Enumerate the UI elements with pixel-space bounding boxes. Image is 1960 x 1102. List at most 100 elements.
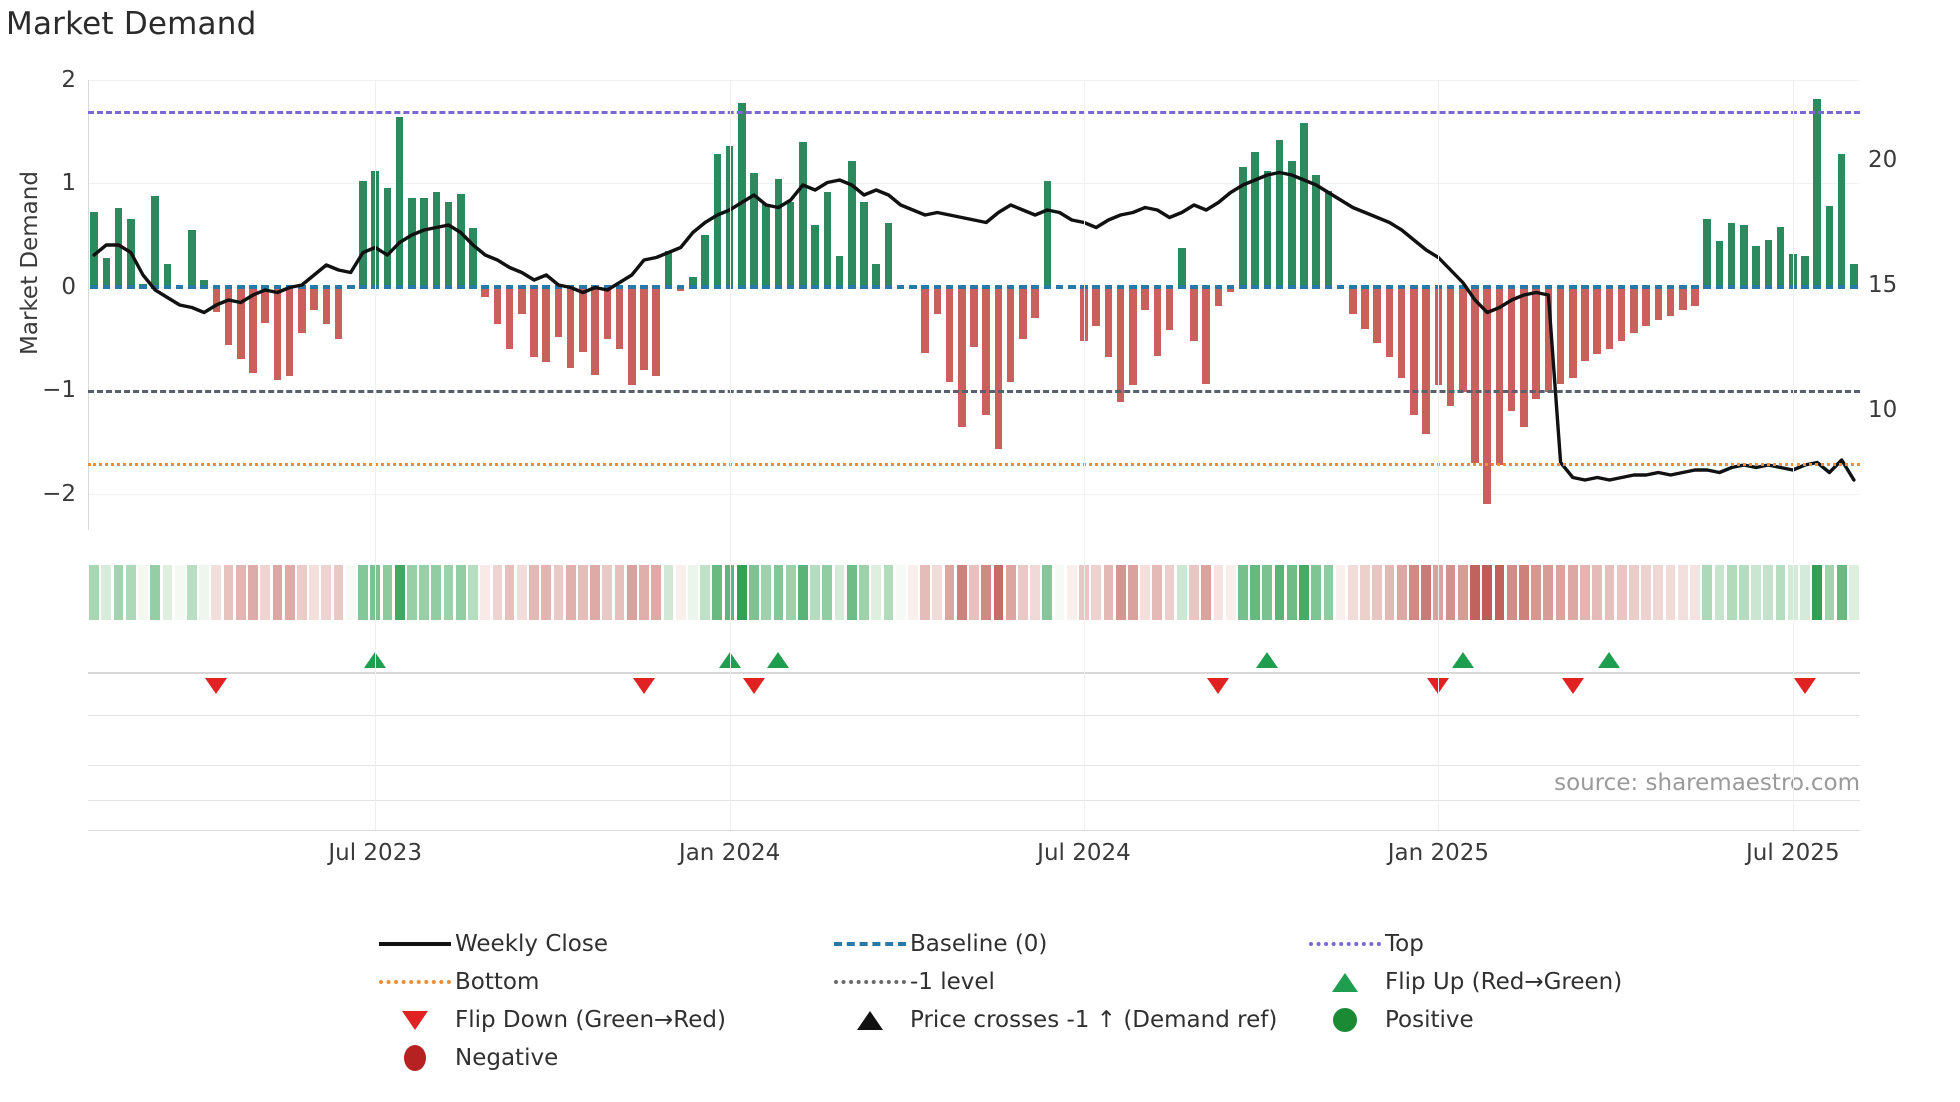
baseline-segment [1239,284,1247,289]
heatmap-cell [394,565,405,620]
demand-bar [1654,286,1663,320]
triangle-up-icon [857,1010,883,1030]
demand-bar [1031,286,1039,318]
heatmap-cell [309,565,319,620]
baseline-segment [921,284,929,289]
legend-item[interactable]: Negative [375,1043,830,1073]
baseline-segment [151,284,159,289]
legend-item[interactable]: Positive [1305,1005,1645,1035]
demand-bar [1593,286,1602,355]
demand-bar [1080,286,1088,341]
x-gridline [375,80,377,830]
heatmap-cell [1580,565,1590,620]
x-gridline [1792,80,1794,830]
top-reference-line [88,111,1860,115]
legend-item[interactable]: Baseline (0) [830,929,1305,959]
baseline-segment [1837,284,1846,289]
demand-bar [1825,206,1834,287]
demand-bar [1507,286,1516,412]
demand-bar [1666,286,1675,316]
legend-item[interactable]: Bottom [375,967,830,997]
heatmap-cell [834,565,845,620]
baseline-segment [957,284,966,289]
flip-up-marker [767,652,790,668]
demand-bar [1581,286,1589,362]
lower-gridline-1 [88,715,1860,716]
demand-bar [1642,286,1650,327]
flip-up-marker [1256,652,1279,668]
demand-bar [114,208,123,287]
legend-item[interactable]: Flip Down (Green→Red) [375,1005,830,1035]
demand-bar [1813,98,1821,287]
baseline-segment [1043,284,1052,289]
demand-bar [701,235,709,287]
y-tick-left: −1 [42,377,76,404]
baseline-segment [1006,284,1015,289]
heatmap-cell [1054,565,1065,620]
demand-bar [1177,247,1186,287]
heatmap-cell [785,565,796,620]
legend-item[interactable]: Price crosses -1 ↑ (Demand ref) [830,1005,1305,1035]
legend-item[interactable]: Weekly Close [375,929,830,959]
baseline-segment [1654,284,1663,289]
heatmap-cell [602,565,613,620]
flip-up-marker [1598,652,1621,668]
baseline-segment [310,284,318,289]
heatmap-cell [1079,565,1089,620]
demand-bar [921,286,929,354]
baseline-segment [554,284,563,289]
heatmap-cell [920,565,930,620]
demand-bar [786,202,795,287]
heatmap-cell [981,565,992,620]
heatmap-cell [908,565,918,620]
baseline-segment [1055,284,1064,289]
y-tick-left: 1 [61,170,76,197]
heatmap-cell [1751,565,1761,620]
legend-item[interactable]: Flip Up (Red→Green) [1305,967,1645,997]
heatmap-cell [321,565,332,620]
legend-label: Positive [1385,1007,1474,1033]
baseline-segment [1495,284,1504,289]
demand-bar [1165,286,1174,331]
baseline-segment [603,284,612,289]
demand-bar [1788,253,1797,287]
heatmap-cell [688,565,698,620]
demand-bar [762,204,771,287]
baseline-segment [1788,284,1797,289]
legend-item[interactable]: Top [1305,929,1645,959]
legend-item[interactable]: -1 level [830,967,1305,997]
heatmap-cell [1812,565,1823,620]
baseline-segment [750,284,758,289]
flip-down-marker [1561,678,1584,694]
baseline-segment [298,284,306,289]
heatmap-cell [736,565,747,620]
gridline-ym2 [88,493,1860,495]
heatmap-cell [1702,565,1713,620]
demand-bar [628,286,636,386]
baseline-segment [126,284,135,289]
baseline-segment [1129,284,1137,289]
demand-bar [1752,245,1760,287]
baseline-segment [224,284,233,289]
heatmap-cell [358,565,368,620]
baseline-segment [615,284,624,289]
dashed-line-glyph [834,942,906,946]
demand-bar [518,286,526,314]
heatmap-cell [419,565,429,620]
baseline-segment [1813,284,1821,289]
demand-bar [493,286,502,325]
demand-bar [652,286,661,376]
baseline-segment [860,284,868,289]
demand-bar [1190,286,1198,341]
heatmap-cell [1506,565,1517,620]
heatmap-cell [1433,565,1444,620]
y-tick-left: 0 [61,273,76,300]
demand-bar [1850,264,1858,287]
baseline-segment [1397,284,1406,289]
demand-bar [1801,255,1809,287]
heatmap-cell [235,565,246,620]
heatmap-cell [1189,565,1199,620]
baseline-segment [273,284,282,289]
demand-bar [1019,286,1027,339]
baseline-segment [1642,284,1650,289]
